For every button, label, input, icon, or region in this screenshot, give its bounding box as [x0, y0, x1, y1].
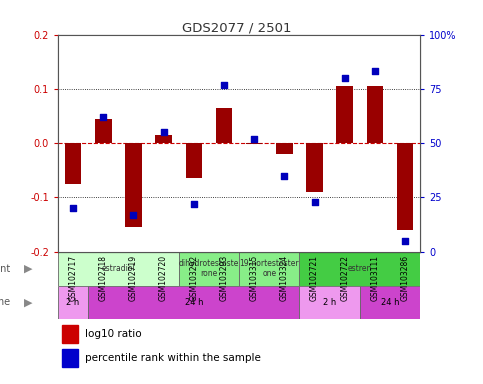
Bar	[299, 252, 420, 286]
Text: estradiol: estradiol	[101, 264, 135, 273]
Bar	[299, 286, 360, 319]
Bar	[179, 252, 239, 286]
Bar	[62, 349, 78, 367]
Text: estren: estren	[348, 264, 372, 273]
Point	[371, 68, 379, 74]
Bar	[95, 119, 112, 143]
Bar	[88, 286, 299, 319]
Bar	[58, 252, 179, 286]
Point	[341, 75, 349, 81]
Text: 24 h: 24 h	[381, 298, 399, 307]
Point	[220, 81, 228, 88]
Point	[69, 205, 77, 212]
Text: log10 ratio: log10 ratio	[85, 329, 142, 339]
Point	[311, 199, 318, 205]
Point	[99, 114, 107, 120]
Bar	[125, 143, 142, 227]
Point	[129, 212, 137, 218]
Text: agent: agent	[0, 264, 11, 274]
Bar	[185, 143, 202, 179]
Text: 19-nortestoster
one: 19-nortestoster one	[240, 259, 299, 278]
Point	[250, 136, 258, 142]
Bar	[276, 143, 293, 154]
Bar	[337, 86, 353, 143]
Text: time: time	[0, 298, 11, 308]
Bar	[397, 143, 413, 230]
Text: percentile rank within the sample: percentile rank within the sample	[85, 353, 261, 362]
Text: 24 h: 24 h	[185, 298, 203, 307]
Point	[160, 129, 168, 136]
Text: GDS2077 / 2501: GDS2077 / 2501	[182, 21, 291, 34]
Bar	[156, 135, 172, 143]
Bar	[62, 325, 78, 343]
Bar	[306, 143, 323, 192]
Point	[401, 238, 409, 244]
Bar	[65, 143, 81, 184]
Text: dihydrotestoste
rone: dihydrotestoste rone	[179, 259, 239, 278]
Bar	[216, 108, 232, 143]
Bar	[58, 286, 88, 319]
Point	[190, 201, 198, 207]
Bar	[239, 252, 299, 286]
Text: ▶: ▶	[24, 298, 33, 308]
Text: 2 h: 2 h	[67, 298, 80, 307]
Bar	[367, 86, 383, 143]
Bar	[246, 143, 262, 144]
Point	[281, 173, 288, 179]
Bar	[360, 286, 420, 319]
Text: ▶: ▶	[24, 264, 33, 274]
Text: 2 h: 2 h	[323, 298, 336, 307]
